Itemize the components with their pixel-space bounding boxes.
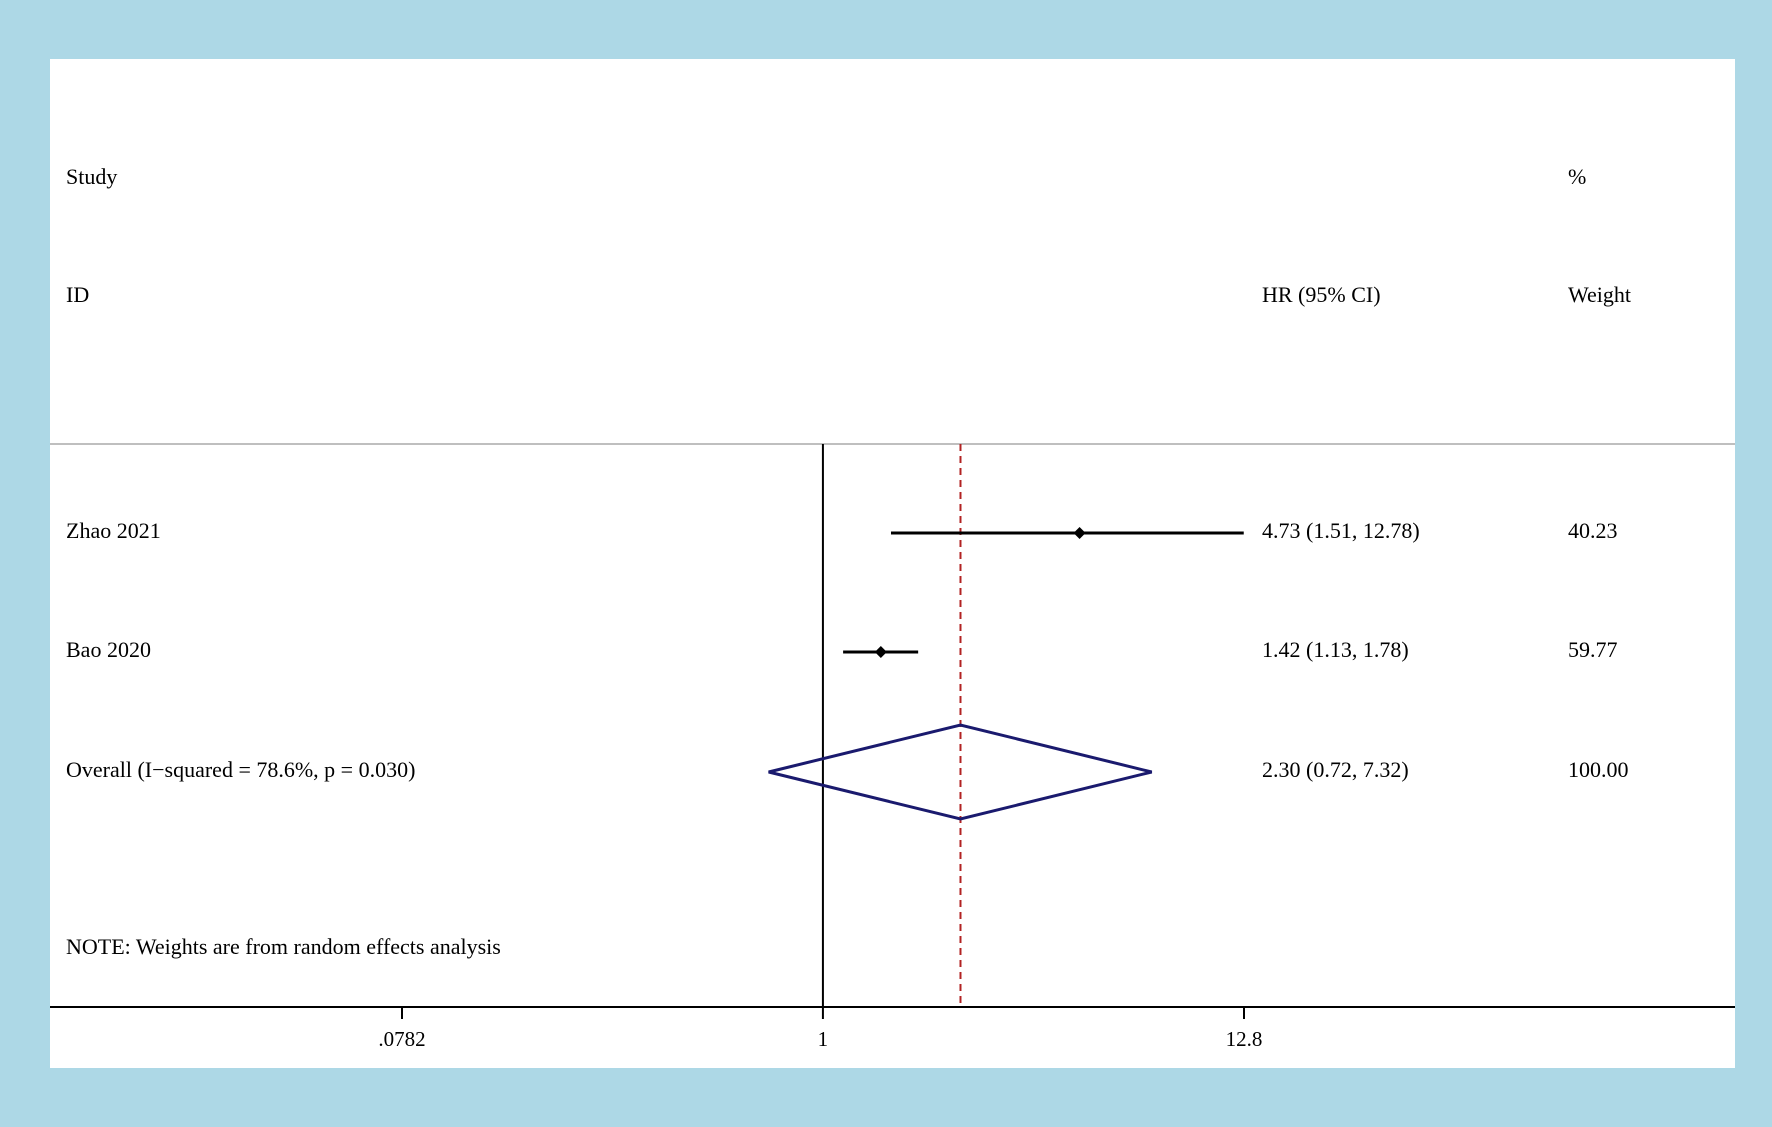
effect-label: 4.73 (1.51, 12.78) (1262, 518, 1420, 543)
column-header: % (1568, 164, 1586, 189)
overall-diamond (768, 723, 1153, 821)
study-name: Zhao 2021 (66, 518, 161, 543)
x-tick-label: 12.8 (1226, 1027, 1263, 1051)
x-tick-label: 1 (818, 1027, 829, 1051)
study-name: Bao 2020 (66, 637, 151, 662)
point-estimate (874, 646, 887, 658)
weight-label: 40.23 (1568, 518, 1618, 543)
weight-label: 59.77 (1568, 637, 1618, 662)
column-header: Weight (1568, 282, 1631, 307)
plot-panel (50, 59, 1735, 1068)
note: NOTE: Weights are from random effects an… (66, 934, 501, 959)
effect-label: 2.30 (0.72, 7.32) (1262, 757, 1409, 782)
column-header: HR (95% CI) (1262, 282, 1381, 307)
overall-name: Overall (I−squared = 78.6%, p = 0.030) (66, 757, 415, 782)
column-header: Study (66, 164, 117, 189)
weight-label: 100.00 (1568, 757, 1629, 782)
x-tick-label: .0782 (378, 1027, 425, 1051)
column-header: ID (66, 282, 89, 307)
point-estimate (1073, 527, 1086, 539)
effect-label: 1.42 (1.13, 1.78) (1262, 637, 1409, 662)
